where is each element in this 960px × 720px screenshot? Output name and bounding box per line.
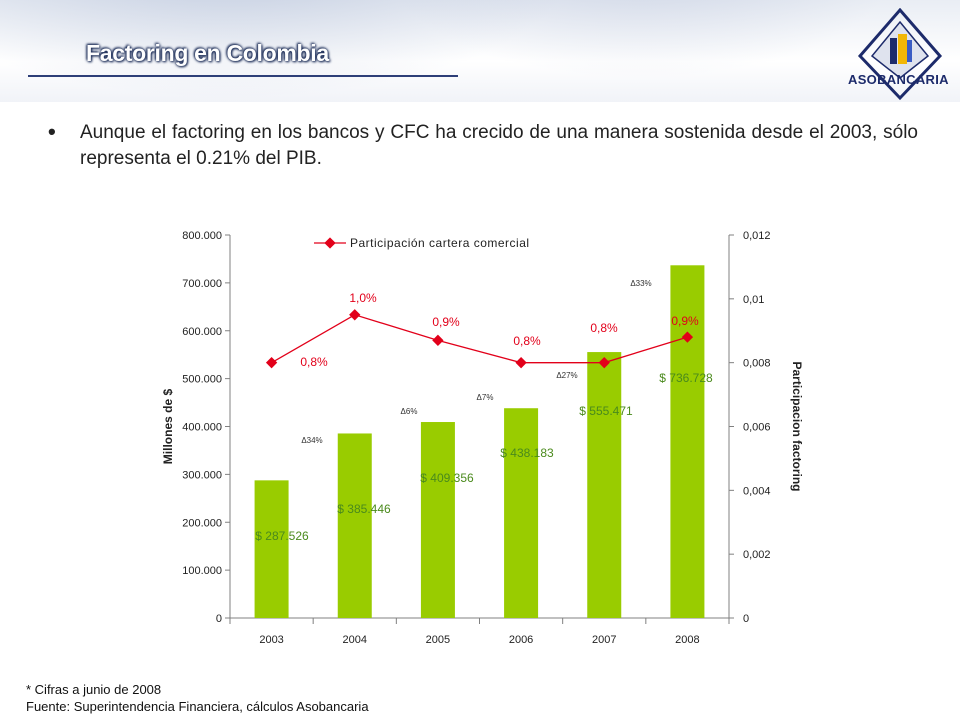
source-note: Fuente: Superintendencia Financiera, cál…: [26, 699, 369, 714]
x-tick-label: 2005: [426, 634, 450, 646]
asobancaria-logo: [857, 8, 943, 101]
y-tick-label-left: 800.000: [182, 230, 222, 242]
y-tick-label-right: 0,004: [743, 485, 771, 497]
y-tick-label-right: 0,012: [743, 230, 771, 242]
growth-label: Δ27%: [556, 371, 577, 380]
growth-label: Δ33%: [630, 279, 651, 288]
line-data-label: 1,0%: [349, 291, 377, 305]
y-tick-label-right: 0,006: [743, 422, 771, 434]
slide-title: Factoring en Colombia: [86, 40, 329, 66]
bar: [670, 265, 705, 618]
x-tick-label: 2003: [259, 634, 283, 646]
line-data-label: 0,8%: [300, 355, 328, 369]
y-tick-label-right: 0,01: [743, 294, 764, 306]
bar: [587, 352, 622, 618]
bar: [504, 408, 539, 618]
footnote: * Cifras a junio de 2008: [26, 682, 162, 697]
legend-label: Participación cartera comercial: [350, 236, 530, 250]
line-data-label: 0,8%: [513, 334, 541, 348]
title-underline: [28, 75, 458, 77]
y-tick-label-right: 0,008: [743, 358, 771, 370]
logo-text: ASOBANCARIA: [848, 72, 949, 87]
slide-header: Factoring en Colombia ASOBANCARIA: [0, 0, 960, 102]
factoring-chart: 0 100.000 200.000 300.000 400.000 500.000 600.…: [161, 230, 804, 646]
y-axis-title-right: Participacion factoring: [790, 361, 804, 491]
y-axis-title-left: Millones de $: [161, 389, 175, 465]
bar: [420, 422, 455, 618]
y-tick-label-left: 500.000: [182, 374, 222, 386]
x-tick-label: 2008: [675, 634, 699, 646]
x-tick-label: 2004: [343, 634, 367, 646]
growth-label: Δ6%: [401, 407, 418, 416]
y-tick-label-right: 0: [743, 613, 749, 625]
x-tick-label: 2007: [592, 634, 616, 646]
line-data-label: 0,8%: [590, 321, 618, 335]
line-point-marker: [598, 357, 610, 369]
y-tick-label-left: 700.000: [182, 278, 222, 290]
bar-data-label: $ 438.183: [500, 446, 554, 460]
bar: [337, 433, 372, 618]
y-tick-label-left: 600.000: [182, 326, 222, 338]
y-tick-label-left: 200.000: [182, 517, 222, 529]
line-point-marker: [681, 331, 694, 343]
line-point-marker: [349, 309, 361, 321]
series-line-participacion: [271, 314, 688, 364]
bar: [254, 480, 289, 618]
line-point-marker: [265, 357, 278, 369]
y-tick-label-right: 0,002: [743, 549, 771, 561]
bullet-icon: •: [48, 119, 56, 144]
x-tick-label: 2006: [509, 634, 533, 646]
y-tick-label-left: 100.000: [182, 565, 222, 577]
growth-label: Δ34%: [301, 436, 322, 445]
y-tick-label-left: 400.000: [182, 422, 222, 434]
growth-label: Δ7%: [477, 393, 494, 402]
bullet-text: Aunque el factoring en los bancos y CFC …: [80, 122, 918, 169]
bar-data-label: $ 555.471: [579, 404, 633, 418]
bar-data-label: $ 409.356: [420, 471, 474, 485]
y-tick-label-left: 0: [216, 613, 222, 625]
line-point-marker: [515, 357, 527, 369]
y-tick-label-left: 300.000: [182, 469, 222, 481]
bar-data-label: $ 385.446: [337, 502, 391, 516]
legend-marker: [324, 237, 336, 249]
bar-data-label: $ 736.728: [659, 371, 713, 385]
bar-data-label: $ 287.526: [255, 529, 309, 543]
line-data-label: 0,9%: [671, 314, 699, 328]
bullet-point: • Aunque el factoring en los bancos y CF…: [48, 119, 918, 172]
line-data-label: 0,9%: [432, 315, 460, 329]
line-point-marker: [432, 334, 444, 346]
